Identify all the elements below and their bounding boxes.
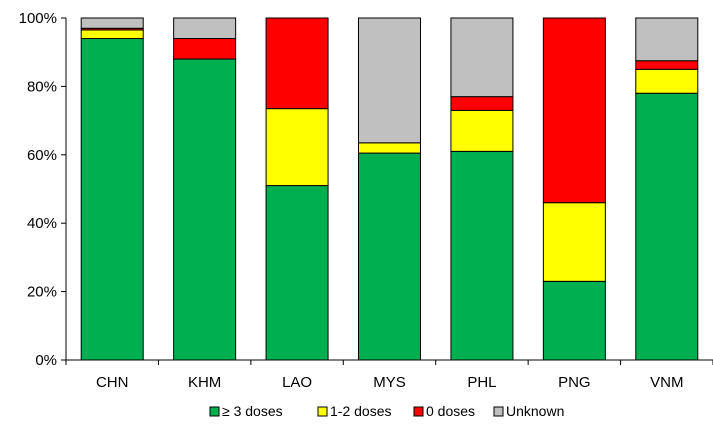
y-tick-label: 0% [35, 352, 57, 369]
bars-layer [80, 17, 699, 361]
bar-segment-lao-3 [265, 17, 329, 110]
legend-label-2: 1-2 doses [330, 403, 391, 419]
bar-segment-phl-3 [450, 96, 514, 111]
bar-segment-mys-2 [358, 142, 421, 154]
bar-segment-chn-2 [80, 29, 144, 40]
bar-segment-mys-4 [358, 17, 421, 144]
y-tick-label: 40% [27, 215, 57, 232]
bar-segment-chn-1 [80, 38, 144, 361]
x-tick-label-vnm: VNM [650, 374, 683, 391]
bar-segment-vnm-2 [635, 68, 699, 94]
x-tick-label-png: PNG [558, 374, 591, 391]
bar-segment-png-1 [542, 280, 606, 361]
bar-segment-phl-2 [450, 109, 514, 152]
legend-label-3: 0 doses [426, 403, 475, 419]
legend-label-1: ≥ 3 doses [222, 403, 283, 419]
y-tick-label: 20% [27, 284, 57, 301]
legend-swatch-2 [317, 406, 328, 417]
bar-segment-png-2 [542, 202, 606, 282]
y-tick-label: 100% [19, 10, 57, 27]
bar-segment-khm-1 [173, 58, 237, 361]
bar-segment-vnm-4 [635, 17, 699, 62]
bar-segment-vnm-3 [635, 60, 699, 70]
bar-segment-khm-3 [173, 38, 237, 60]
y-tick-label: 60% [27, 147, 57, 164]
bar-segment-phl-4 [450, 17, 514, 98]
bar-segment-lao-2 [265, 108, 329, 187]
x-tick-label-chn: CHN [96, 374, 129, 391]
bar-segment-khm-4 [173, 17, 237, 40]
x-tick-label-khm: KHM [188, 374, 221, 391]
axes-layer: 0% 20% 40% 60% 80% 100% CHN KHM LAO MYS PHL PNG VNM [19, 10, 713, 391]
bar-segment-phl-1 [450, 150, 514, 361]
bar-segment-vnm-1 [635, 92, 699, 361]
bar-segment-png-3 [542, 17, 606, 204]
bar-segment-chn-4 [80, 17, 144, 29]
x-tick-label-mys: MYS [373, 374, 406, 391]
legend-swatch-1 [209, 406, 220, 417]
legend-swatch-3 [413, 406, 424, 417]
y-tick-label: 80% [27, 78, 57, 95]
x-tick-label-lao: LAO [282, 374, 312, 391]
bar-segment-mys-1 [358, 152, 421, 361]
legend-swatch-4 [493, 406, 504, 417]
x-tick-label-phl: PHL [467, 374, 496, 391]
legend-label-4: Unknown [506, 403, 564, 419]
bar-segment-lao-1 [265, 185, 329, 361]
legend: ≥ 3 doses 1-2 doses 0 doses Unknown [209, 403, 564, 419]
